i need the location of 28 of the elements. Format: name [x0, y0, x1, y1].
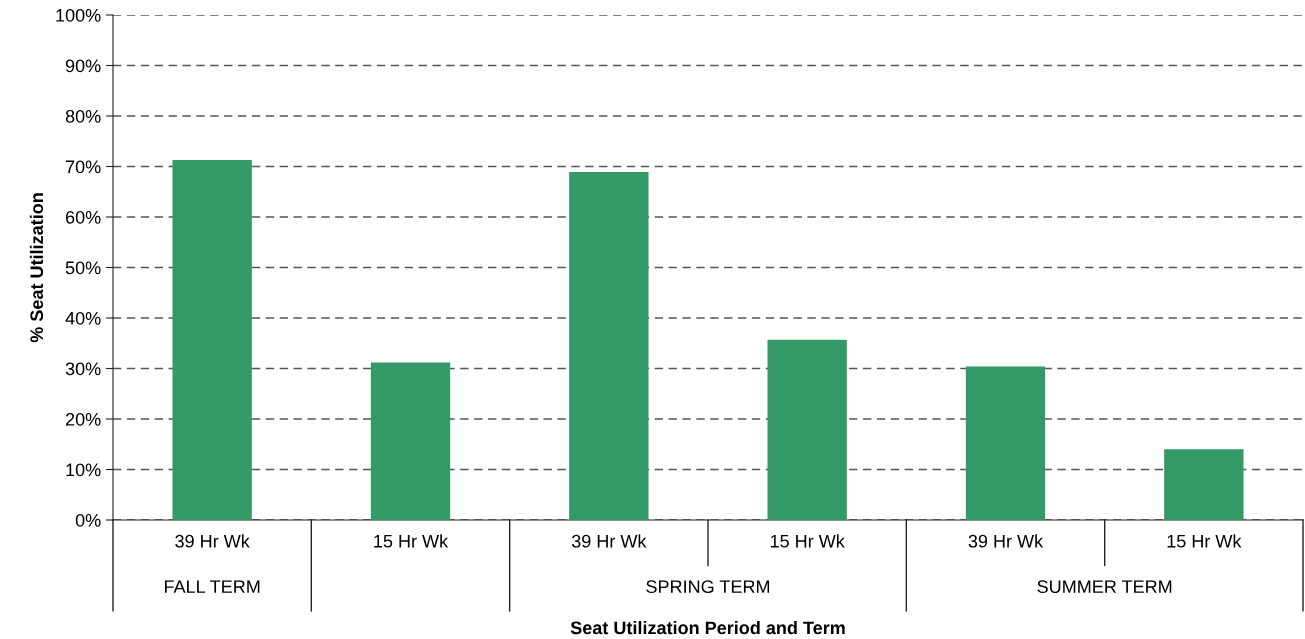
y-tick-label: 10%	[66, 463, 101, 477]
bar	[370, 362, 451, 520]
x-tick-label: 15 Hr Wk	[374, 534, 449, 548]
bar	[172, 159, 252, 520]
y-axis-title: % Seat Utilization	[29, 193, 44, 343]
y-tick-label: 70%	[65, 160, 101, 174]
x-tick-label: 39 Hr Wk	[968, 534, 1044, 548]
x-tick-label: 39 Hr Wk	[571, 534, 647, 548]
y-tick-label: 60%	[65, 210, 101, 224]
x-tick-label: 15 Hr Wk	[1167, 534, 1242, 548]
y-tick-label: 20%	[65, 412, 101, 426]
bar	[767, 339, 847, 520]
y-tick-label: 30%	[65, 362, 101, 376]
text: SUMMER TERM	[1037, 580, 1172, 594]
y-tick-label: 100%	[56, 8, 101, 22]
x-tick-label: 39 Hr Wk	[175, 534, 250, 548]
bar	[569, 172, 649, 520]
x-axis-title: Seat Utilization Period and Term	[570, 621, 845, 635]
text: FALL TERM	[164, 580, 260, 593]
y-tick-label: 40%	[65, 311, 101, 325]
text: SPRING TERM	[646, 580, 770, 594]
bar	[965, 366, 1046, 520]
y-tick-label: 50%	[65, 261, 101, 275]
y-tick-label: 0%	[75, 513, 101, 527]
y-tick-label: 90%	[65, 59, 101, 73]
bar	[1164, 449, 1244, 520]
y-tick-label: 80%	[65, 109, 101, 123]
x-tick-label: 15 Hr Wk	[770, 534, 845, 548]
